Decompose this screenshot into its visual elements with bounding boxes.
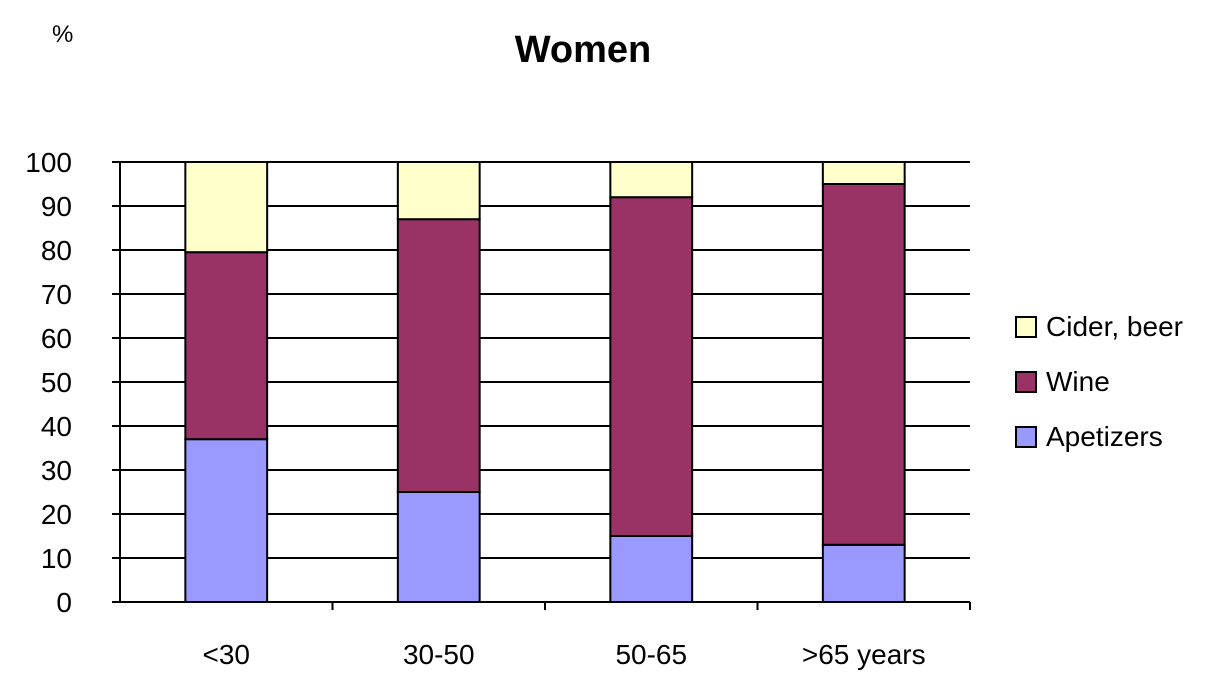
bar-segment-wine	[609, 196, 694, 537]
bar-segment-wine	[821, 183, 906, 546]
x-category-label: <30	[203, 639, 251, 670]
bars	[184, 161, 906, 604]
bar-segment-apetizers	[821, 543, 906, 603]
y-tick-label: 40	[41, 411, 72, 442]
legend-label: Apetizers	[1046, 421, 1163, 452]
legend-swatch-apetizers	[1015, 426, 1037, 448]
y-axis-unit-label: %	[52, 21, 73, 48]
bar-segment-wine	[184, 251, 269, 441]
bar-segment-wine	[396, 218, 481, 493]
bar-segment-apetizers	[609, 535, 694, 603]
y-tick-label: 20	[41, 499, 72, 530]
chart-title: Women	[515, 29, 652, 71]
y-tick-label: 60	[41, 323, 72, 354]
bar-segment-apetizers	[184, 438, 269, 604]
x-category-label: 30-50	[403, 639, 475, 670]
legend-label: Wine	[1046, 366, 1110, 397]
legend: Cider, beer Wine Apetizers	[1015, 311, 1183, 452]
bar-segment-apetizers	[396, 491, 481, 603]
bar-segment-cider-beer	[609, 161, 694, 199]
y-tick-label: 70	[41, 279, 72, 310]
axes: 0 10 20 30 40 50 60 70 80 90 100 <30 30-50 50-65 >65 y…	[25, 147, 971, 670]
bar-segment-cider-beer	[184, 161, 269, 254]
legend-label: Cider, beer	[1046, 311, 1183, 342]
y-tick-label: 50	[41, 367, 72, 398]
legend-swatch-cider-beer	[1015, 316, 1037, 338]
y-tick-label: 0	[56, 587, 72, 618]
bar-segment-cider-beer	[396, 161, 481, 221]
y-tick-label: 100	[25, 147, 72, 178]
x-category-label: 50-65	[615, 639, 687, 670]
x-category-label: >65 years	[802, 639, 926, 670]
y-tick-label: 90	[41, 191, 72, 222]
y-tick-label: 30	[41, 455, 72, 486]
bar-segment-cider-beer	[821, 161, 906, 185]
legend-swatch-wine	[1015, 371, 1037, 393]
y-tick-label: 80	[41, 235, 72, 266]
y-tick-label: 10	[41, 543, 72, 574]
